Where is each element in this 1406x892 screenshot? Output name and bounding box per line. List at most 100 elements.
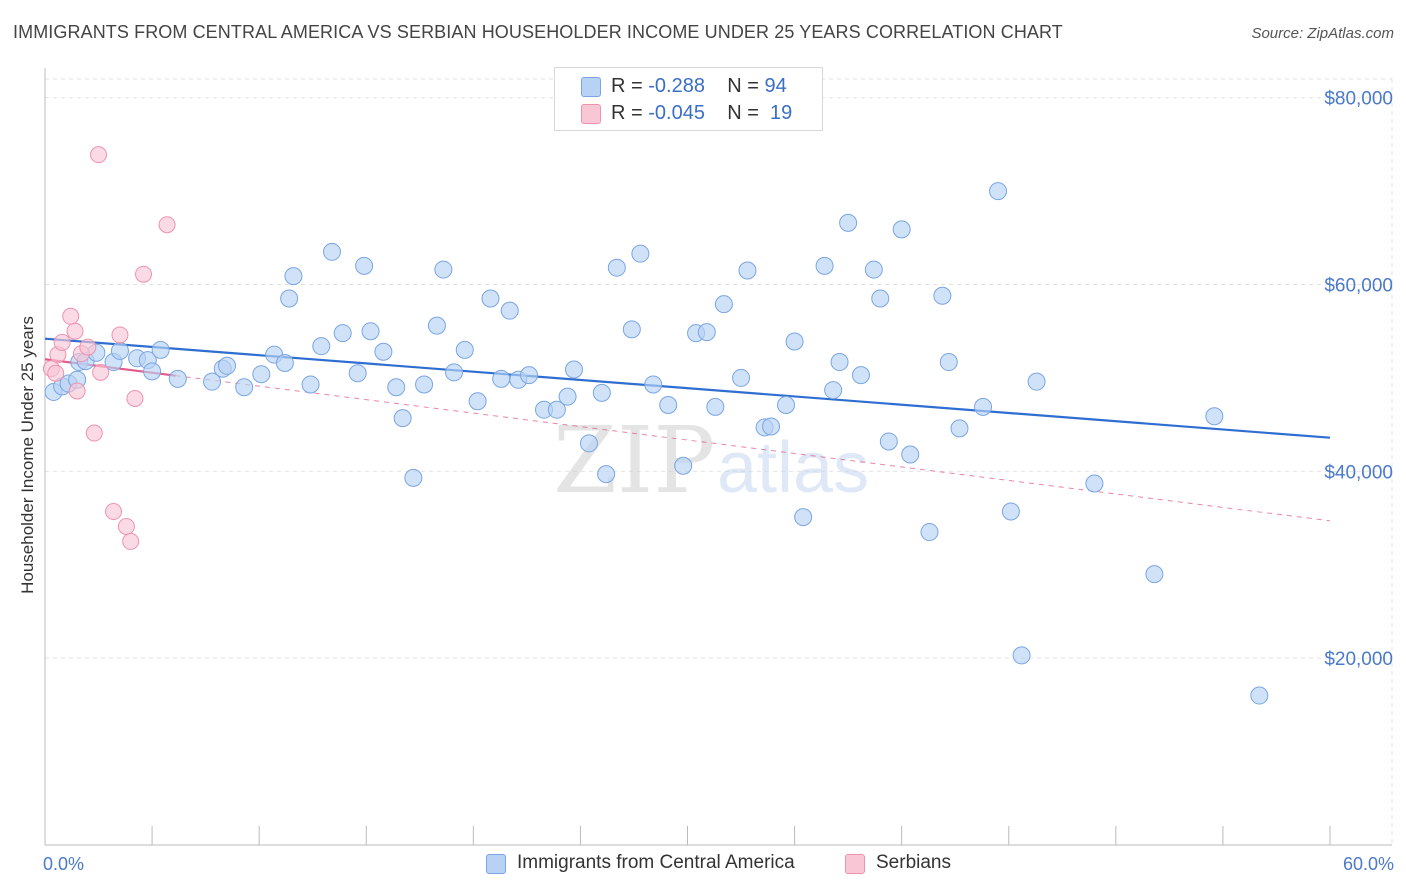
data-point-central-america — [879, 432, 898, 451]
data-point-central-america — [644, 375, 663, 394]
watermark: ZIP atlas — [553, 407, 869, 514]
correlation-legend: R = -0.288 N = 94 R = -0.045 N = 19 — [554, 67, 823, 131]
watermark-atlas: atlas — [717, 428, 869, 508]
data-point-central-america — [714, 295, 733, 314]
data-point-central-america — [732, 368, 751, 387]
data-point-central-america — [110, 341, 129, 360]
bottom-legend-swatch-blue — [486, 854, 506, 874]
data-point-central-america — [427, 316, 446, 335]
data-point-central-america — [280, 289, 299, 308]
legend-r-label: R = — [611, 102, 643, 124]
data-point-central-america — [322, 242, 341, 261]
bottom-legend-label-a: Immigrants from Central America — [517, 852, 795, 873]
data-point-central-america — [455, 340, 474, 359]
data-point-serbians — [85, 424, 103, 442]
data-point-serbians — [92, 363, 110, 381]
data-point-central-america — [275, 353, 294, 372]
data-point-central-america — [387, 378, 406, 397]
data-point-central-america — [785, 332, 804, 351]
data-point-central-america — [445, 363, 464, 382]
data-point-serbians — [126, 389, 144, 407]
data-point-central-america — [631, 244, 650, 263]
y-tick-label: $80,000 — [1324, 89, 1393, 110]
data-point-central-america — [312, 337, 331, 356]
data-point-central-america — [815, 256, 834, 275]
data-point-central-america — [706, 397, 725, 416]
data-point-central-america — [333, 324, 352, 343]
data-point-serbians — [66, 322, 84, 340]
data-point-central-america — [659, 396, 678, 415]
data-point-central-america — [830, 353, 849, 372]
data-point-central-america — [864, 260, 883, 279]
data-point-central-america — [1012, 646, 1031, 665]
watermark-zip: ZIP — [553, 407, 715, 514]
data-point-serbians — [135, 265, 153, 283]
data-point-central-america — [622, 320, 641, 339]
data-point-serbians — [111, 326, 129, 344]
data-point-central-america — [348, 364, 367, 383]
y-axis-label: Householder Income Under 25 years — [18, 316, 37, 594]
data-point-central-america — [481, 289, 500, 308]
data-point-central-america — [1027, 372, 1046, 391]
data-point-central-america — [415, 375, 434, 394]
series-serbians-points — [42, 146, 176, 550]
legend-r-label: R = — [611, 75, 643, 97]
data-point-central-america — [1205, 407, 1224, 426]
legend-n-label: N = — [727, 102, 759, 124]
data-point-central-america — [697, 323, 716, 342]
data-point-central-america — [374, 342, 393, 361]
data-point-central-america — [950, 419, 969, 438]
data-point-serbians — [117, 517, 135, 535]
data-point-central-america — [597, 465, 616, 484]
y-tick-label: $60,000 — [1324, 276, 1393, 297]
data-point-central-america — [168, 369, 187, 388]
data-point-central-america — [143, 362, 162, 381]
data-point-central-america — [777, 396, 796, 415]
data-point-central-america — [989, 182, 1008, 201]
data-point-central-america — [824, 381, 843, 400]
data-point-central-america — [558, 387, 577, 406]
data-point-central-america — [301, 375, 320, 394]
data-point-central-america — [500, 301, 519, 320]
data-point-central-america — [892, 220, 911, 239]
y-tick-label: $20,000 — [1324, 649, 1393, 670]
data-point-central-america — [1250, 686, 1269, 705]
x-tick-label-start: 0.0% — [43, 854, 84, 874]
trend-line-central-america — [44, 337, 1331, 439]
data-point-central-america — [1085, 474, 1104, 493]
data-point-central-america — [871, 289, 890, 308]
legend-n-value: 94 — [764, 75, 787, 97]
data-point-serbians — [122, 532, 140, 550]
data-point-central-america — [592, 383, 611, 402]
data-point-serbians — [158, 216, 176, 234]
data-point-central-america — [851, 366, 870, 385]
data-point-central-america — [974, 397, 993, 416]
data-point-central-america — [674, 456, 693, 475]
bottom-legend-label-b: Serbians — [876, 852, 951, 873]
legend-r-value: -0.045 — [648, 102, 705, 124]
legend-r-value: -0.288 — [648, 75, 705, 97]
data-point-central-america — [579, 434, 598, 453]
legend-n-label: N = — [727, 75, 759, 97]
bottom-legend-swatch-pink — [845, 854, 865, 874]
data-point-central-america — [284, 267, 303, 286]
data-point-serbians — [53, 333, 71, 351]
data-point-central-america — [520, 366, 539, 385]
data-point-central-america — [361, 322, 380, 341]
data-point-central-america — [547, 400, 566, 419]
data-point-central-america — [151, 340, 170, 359]
trend-line-serbians-dashed — [175, 375, 1331, 522]
data-point-central-america — [738, 261, 757, 280]
data-point-central-america — [564, 360, 583, 379]
data-point-central-america — [1145, 565, 1164, 584]
data-point-central-america — [252, 365, 271, 384]
legend-swatch-blue — [581, 77, 601, 97]
data-point-serbians — [79, 338, 97, 356]
chart-title: IMMIGRANTS FROM CENTRAL AMERICA VS SERBI… — [13, 22, 1063, 42]
data-point-central-america — [939, 353, 958, 372]
data-point-central-america — [492, 369, 511, 388]
data-point-serbians — [47, 364, 65, 382]
data-point-central-america — [203, 372, 222, 391]
data-point-serbians — [105, 503, 123, 521]
